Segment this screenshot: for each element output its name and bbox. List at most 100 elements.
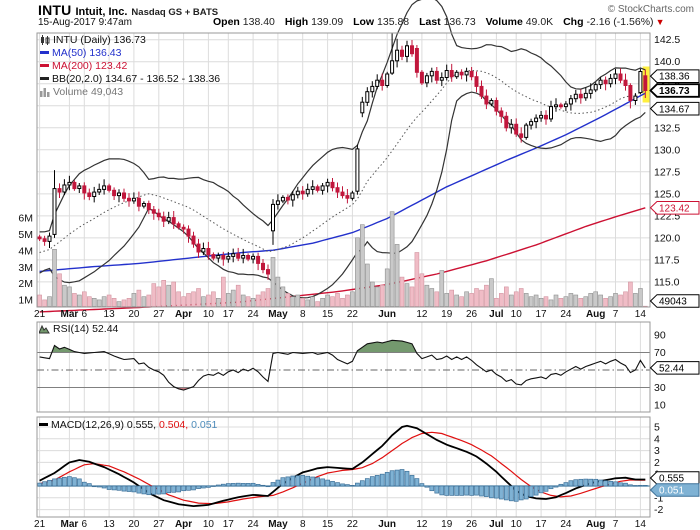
last-price-callout (649, 83, 700, 98)
svg-text:127.5: 127.5 (654, 166, 680, 178)
chg-value: -2.16 (-1.56%) (586, 16, 654, 28)
svg-text:17: 17 (223, 309, 235, 320)
svg-text:24: 24 (248, 309, 260, 320)
copyright-text: © StockCharts.com (607, 4, 694, 15)
svg-text:3M: 3M (18, 262, 33, 274)
rsi-oversold-fill (175, 387, 191, 391)
svg-text:136.73: 136.73 (659, 86, 690, 97)
svg-text:Apr: Apr (175, 309, 192, 320)
svg-text:2M: 2M (18, 278, 33, 290)
panel-borders (36, 32, 651, 518)
svg-text:117.5: 117.5 (654, 254, 680, 266)
svg-text:10: 10 (511, 519, 523, 530)
svg-text:138.36: 138.36 (659, 72, 690, 83)
svg-text:125.0: 125.0 (654, 188, 680, 200)
svg-text:10: 10 (511, 309, 523, 320)
svg-text:27: 27 (153, 309, 165, 320)
legend-signal-text: 0.504, (158, 419, 189, 431)
svg-text:15: 15 (322, 309, 334, 320)
open-value: 138.40 (242, 16, 275, 28)
svg-text:5M: 5M (18, 229, 33, 241)
rsi-line (39, 339, 646, 391)
svg-text:6: 6 (82, 519, 88, 530)
macd-line-swatch (39, 422, 48, 426)
macd-callout (649, 471, 700, 485)
svg-text:14: 14 (635, 519, 647, 530)
svg-text:0.555: 0.555 (659, 474, 684, 485)
svg-text:Apr: Apr (175, 519, 192, 530)
legend-ma50: MA(50) 136.43 (40, 47, 121, 59)
svg-text:4: 4 (654, 433, 660, 445)
svg-text:15: 15 (322, 519, 334, 530)
volume-value: 49.0K (525, 16, 554, 28)
svg-text:-1: -1 (654, 492, 663, 504)
chg-down-arrow-icon: ▼ (655, 17, 665, 27)
svg-text:140.0: 140.0 (654, 56, 680, 68)
legend-ma50-text: MA(50) 136.43 (52, 47, 122, 59)
low-label: Low (353, 16, 375, 28)
ma200-line-swatch (40, 63, 49, 67)
svg-text:17: 17 (536, 519, 548, 530)
svg-text:10: 10 (203, 309, 215, 320)
rsi-overbought-fill (51, 340, 417, 353)
legend-rsi-text: RSI(14) 52.44 (53, 323, 119, 335)
legend-hist-text: 0.051 (191, 419, 218, 431)
candlestick-icon (41, 35, 50, 46)
bollinger-lower-line (39, 91, 646, 299)
high-value: 139.09 (311, 16, 344, 28)
svg-text:12: 12 (416, 519, 428, 530)
svg-text:May: May (268, 309, 288, 320)
svg-text:Jun: Jun (378, 519, 396, 530)
macd-line (39, 424, 646, 508)
candles (37, 33, 648, 280)
svg-text:130.0: 130.0 (654, 144, 680, 156)
svg-text:26: 26 (466, 309, 478, 320)
ma200-callout (649, 200, 700, 215)
legend-bb-text: BB(20,2.0) 134.67 - 136.52 - 138.36 (52, 73, 221, 85)
svg-text:7: 7 (613, 309, 619, 320)
svg-text:134.67: 134.67 (659, 104, 690, 115)
bollinger-middle-line (39, 69, 646, 253)
svg-text:10: 10 (654, 400, 666, 412)
svg-text:Mar: Mar (60, 519, 78, 530)
macd-signal-line (39, 431, 646, 505)
svg-text:115.0: 115.0 (654, 276, 680, 288)
bollinger-upper-line (39, 0, 646, 233)
svg-text:142.5: 142.5 (654, 34, 680, 46)
svg-text:5: 5 (654, 422, 660, 434)
bb-line-swatch (40, 76, 49, 80)
legend-instrument-text: INTU (Daily) 136.73 (53, 34, 146, 46)
company-name: Intuit, Inc. (75, 6, 128, 18)
svg-text:24: 24 (248, 519, 260, 530)
volume-label: Volume (485, 16, 523, 28)
svg-text:20: 20 (128, 519, 140, 530)
svg-text:1M: 1M (18, 294, 33, 306)
macd-hist-callout (649, 483, 700, 497)
rsi-callout (649, 361, 700, 375)
chart-datetime: 15-Aug-2017 9:47am (38, 17, 132, 28)
svg-text:17: 17 (536, 309, 548, 320)
svg-text:Jul: Jul (489, 519, 504, 530)
svg-text:10: 10 (203, 519, 215, 530)
legend-rsi: RSI(14) 52.44 (38, 323, 119, 335)
exchange-name: Nasdaq GS + BATS (131, 7, 219, 18)
high-label: High (284, 16, 309, 28)
svg-text:Aug: Aug (586, 519, 605, 530)
svg-text:123.42: 123.42 (659, 203, 690, 214)
legend-ma200-text: MA(200) 123.42 (52, 60, 128, 72)
svg-text:26: 26 (466, 519, 478, 530)
svg-text:6M: 6M (18, 213, 33, 225)
svg-text:70: 70 (654, 347, 666, 359)
svg-text:12: 12 (416, 309, 428, 320)
svg-text:7: 7 (613, 519, 619, 530)
svg-text:-2: -2 (654, 504, 663, 516)
chart-header: INTU Intuit, Inc. Nasdaq GS + BATS (38, 2, 218, 20)
ma50-line (39, 92, 646, 273)
svg-text:Aug: Aug (586, 309, 605, 320)
rsi-icon (38, 325, 50, 334)
svg-text:24: 24 (560, 519, 572, 530)
ticker-symbol: INTU (38, 2, 72, 18)
volume-bars-icon (40, 87, 50, 97)
